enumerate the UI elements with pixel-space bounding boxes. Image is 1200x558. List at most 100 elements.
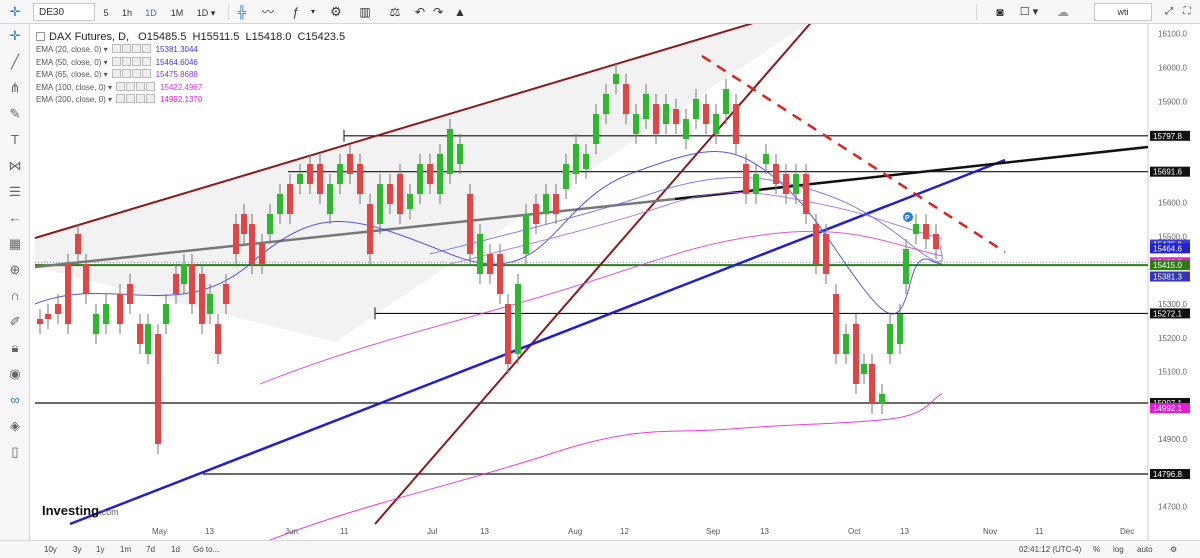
ema-control-icon[interactable] (146, 82, 155, 91)
range-3y[interactable]: 3y (73, 543, 81, 557)
interval-5[interactable]: 5 (99, 3, 113, 21)
ema-legend-row[interactable]: EMA (65, close, 0) ▾ 15475.8688 (36, 69, 345, 82)
camera-icon[interactable]: ◙ (990, 3, 1010, 21)
ema-legend-row[interactable]: EMA (20, close, 0) ▾ 15381.3044 (36, 44, 345, 57)
range-7d[interactable]: 7d (146, 543, 155, 557)
link-icon[interactable]: ∞ (5, 390, 25, 410)
ema-controls[interactable] (112, 57, 152, 70)
stay-drawing-icon[interactable]: ✐ (5, 312, 25, 332)
chevron-down-icon[interactable]: ▾ (106, 95, 112, 104)
back-arrow-icon[interactable]: ← (5, 208, 25, 228)
indicators-icon[interactable]: ƒ (286, 3, 306, 21)
chevron-down-icon[interactable]: ▾ (101, 45, 107, 54)
goto-date[interactable]: Go to... (193, 543, 219, 557)
collapse-icon[interactable] (36, 32, 45, 41)
candle-down (823, 234, 829, 274)
ema-control-icon[interactable] (112, 69, 121, 78)
ema-control-icon[interactable] (122, 69, 131, 78)
lock-icon[interactable]: 🔒︎ (5, 338, 25, 358)
search-input[interactable]: wti (1094, 3, 1152, 21)
chevron-down-icon[interactable]: ▾ (101, 58, 107, 67)
range-10y[interactable]: 10y (44, 543, 57, 557)
range-1d[interactable]: 1d (171, 543, 180, 557)
range-1m[interactable]: 1m (120, 543, 131, 557)
interval-1h[interactable]: 1h (118, 3, 136, 21)
ema-control-icon[interactable] (146, 94, 155, 103)
candle-down (357, 164, 363, 194)
price-label-text: 15691.6 (1153, 168, 1182, 177)
time-axis-label: Aug (568, 527, 582, 536)
percent-toggle[interactable]: % (1093, 543, 1100, 557)
fullscreen-icon[interactable]: ⤢ (1162, 3, 1176, 21)
ema-control-icon[interactable] (116, 94, 125, 103)
ema-control-icon[interactable] (112, 57, 121, 66)
compare-icon[interactable]: ▥ (356, 3, 374, 21)
candle-down (467, 194, 473, 254)
ema-control-icon[interactable] (126, 94, 135, 103)
ema-controls[interactable] (116, 82, 156, 95)
eye-icon[interactable]: ◉ (5, 364, 25, 384)
ema-control-icon[interactable] (142, 69, 151, 78)
measure-icon[interactable]: ▦ (5, 234, 25, 254)
ema-legend-row[interactable]: EMA (100, close, 0) ▾ 15422.4967 (36, 82, 345, 95)
candle-down (215, 324, 221, 354)
ema-control-icon[interactable] (136, 94, 145, 103)
alert-icon[interactable]: ▲ (452, 3, 468, 21)
auto-toggle[interactable]: auto (1137, 543, 1153, 557)
ema-control-icon[interactable] (132, 57, 141, 66)
fib-icon[interactable]: ☰ (5, 182, 25, 202)
pattern-icon[interactable]: ⋈ (5, 156, 25, 176)
trash-icon[interactable]: ▯ (5, 442, 25, 462)
interval-1d[interactable]: 1D (142, 3, 160, 21)
trendline-icon[interactable]: ╱ (5, 52, 25, 72)
cursor-cross-icon[interactable]: ✛ (5, 26, 25, 46)
settings-icon[interactable]: ⚙ (1170, 543, 1177, 557)
crosshair-icon[interactable]: ✛ (5, 3, 25, 21)
ema-control-icon[interactable] (136, 82, 145, 91)
ema-control-icon[interactable] (142, 57, 151, 66)
candle-down (37, 319, 43, 324)
undo-icon[interactable]: ↶ (412, 3, 428, 21)
ema-control-icon[interactable] (122, 57, 131, 66)
ema-control-icon[interactable] (112, 44, 121, 53)
redo-icon[interactable]: ↷ (430, 3, 446, 21)
text-icon[interactable]: T (5, 130, 25, 150)
candle-down (623, 84, 629, 114)
brush-icon[interactable]: ✎ (5, 104, 25, 124)
ema-control-icon[interactable] (126, 82, 135, 91)
candles-icon[interactable]: ╬ (234, 3, 250, 21)
expand-icon[interactable]: ⛶ (1180, 3, 1194, 21)
candle-up (437, 154, 443, 194)
symbol-input[interactable]: DE30 (33, 3, 95, 21)
ema-controls[interactable] (116, 94, 156, 107)
layers-icon[interactable]: ◈ (5, 416, 25, 436)
line-chart-icon[interactable]: 〰 (258, 3, 278, 21)
scale-icon[interactable]: ⚖ (386, 3, 404, 21)
ema-controls[interactable] (112, 69, 152, 82)
ema-control-icon[interactable] (132, 69, 141, 78)
ema-controls[interactable] (112, 44, 152, 57)
candle-up (327, 184, 333, 214)
ema-legend-row[interactable]: EMA (50, close, 0) ▾ 15464.6046 (36, 57, 345, 70)
pitchfork-icon[interactable]: ⋔ (5, 78, 25, 98)
magnet-icon[interactable]: ∩ (5, 286, 25, 306)
ema-control-icon[interactable] (142, 44, 151, 53)
interval-1m[interactable]: 1M (167, 3, 187, 21)
chevron-down-icon[interactable]: ▾ (308, 3, 318, 21)
ema-legend-row[interactable]: EMA (200, close, 0) ▾ 14992.1370 (36, 94, 345, 107)
price-label-text: 15415.0 (1153, 261, 1182, 270)
chevron-down-icon[interactable]: ▾ (101, 70, 107, 79)
price-tick-label: 15300.0 (1158, 300, 1187, 309)
range-1y[interactable]: 1y (96, 543, 104, 557)
layout-icon[interactable]: ☐ ▾ (1016, 3, 1042, 21)
ema-control-icon[interactable] (116, 82, 125, 91)
zoom-in-icon[interactable]: ⊕ (5, 260, 25, 280)
interval-dropdown[interactable]: 1D ▾ (194, 3, 218, 21)
chevron-down-icon[interactable]: ▾ (106, 83, 112, 92)
log-toggle[interactable]: log (1113, 543, 1124, 557)
cloud-icon[interactable]: ☁ (1052, 3, 1074, 21)
candle-down (813, 224, 819, 264)
ema-control-icon[interactable] (122, 44, 131, 53)
gear-icon[interactable]: ⚙ (328, 3, 344, 21)
ema-control-icon[interactable] (132, 44, 141, 53)
